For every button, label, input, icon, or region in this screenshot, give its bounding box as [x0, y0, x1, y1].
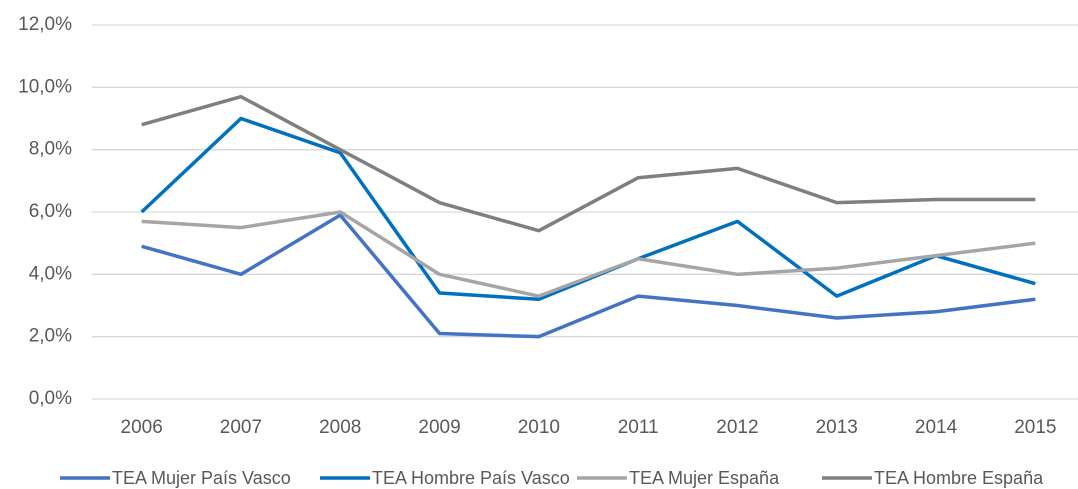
- y-tick-label: 4,0%: [29, 263, 72, 284]
- series-line: [141, 213, 1036, 339]
- series-line: [141, 210, 1036, 298]
- x-tick-label: 2008: [319, 417, 361, 438]
- legend-label: TEA Mujer España: [629, 468, 780, 488]
- series-line: [141, 94, 1036, 233]
- y-tick-label: 12,0%: [18, 14, 72, 35]
- x-tick-label: 2014: [915, 417, 958, 438]
- y-tick-label: 6,0%: [29, 201, 72, 222]
- x-tick-label: 2006: [121, 417, 163, 438]
- y-tick-label: 8,0%: [29, 139, 72, 160]
- x-tick-label: 2013: [816, 417, 858, 438]
- y-tick-label: 0,0%: [29, 388, 72, 409]
- y-tick-label: 10,0%: [18, 76, 72, 97]
- legend-label: TEA Mujer País Vasco: [112, 468, 291, 488]
- y-tick-label: 2,0%: [29, 326, 72, 347]
- x-tick-label: 2012: [716, 417, 758, 438]
- x-tick-label: 2007: [220, 417, 262, 438]
- legend-label: TEA Hombre España: [874, 468, 1044, 488]
- x-tick-label: 2011: [618, 417, 659, 438]
- x-tick-label: 2010: [518, 417, 560, 438]
- x-tick-label: 2015: [1014, 417, 1056, 438]
- legend-label: TEA Hombre País Vasco: [372, 468, 570, 488]
- series-line: [140, 116, 1036, 302]
- x-tick-label: 2009: [418, 417, 460, 438]
